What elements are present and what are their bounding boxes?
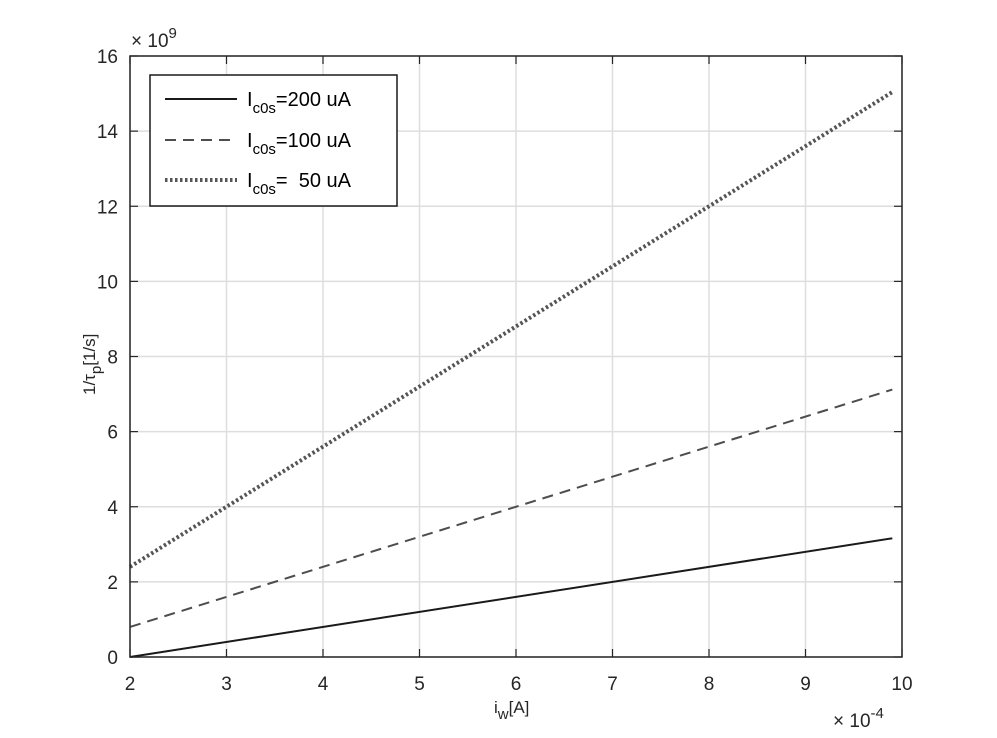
y-tick-label: 14	[97, 122, 119, 143]
x-tick-label: 9	[800, 674, 811, 695]
y-axis-label: 1/τp[1/s]	[80, 334, 105, 395]
x-axis-label: iw[A]	[494, 698, 529, 723]
y-tick-label: 0	[107, 648, 118, 669]
legend-item-200ua: Ic0s=200 uA	[247, 89, 352, 117]
y-tick-label: 16	[97, 47, 118, 68]
y-tick-label: 10	[97, 272, 118, 293]
legend-item-100ua: Ic0s=100 uA	[247, 130, 352, 158]
y-tick-label: 4	[107, 498, 118, 519]
y-tick-label: 12	[97, 197, 118, 218]
x-tick-label: 6	[511, 674, 522, 695]
x-multiplier: × 10-4	[833, 705, 884, 732]
x-tick-label: 3	[221, 674, 232, 695]
x-tick-label: 2	[125, 674, 136, 695]
series-layer	[128, 90, 894, 658]
series-line-dashed	[129, 388, 893, 628]
ticks	[129, 55, 903, 658]
x-tick-label: 4	[318, 674, 329, 695]
legend: Ic0s=200 uA Ic0s=100 uA Ic0s= 50 uA	[149, 74, 398, 207]
x-tick-label: 10	[891, 674, 912, 695]
x-tick-label: 5	[414, 674, 425, 695]
x-tick-label: 8	[704, 674, 715, 695]
y-multiplier: × 109	[131, 25, 177, 52]
x-tick-label: 7	[607, 674, 618, 695]
legend-item-50ua: Ic0s= 50 uA	[247, 170, 352, 198]
y-tick-label: 6	[107, 423, 118, 444]
y-tick-label: 8	[107, 348, 118, 369]
series-line-solid	[129, 537, 893, 658]
y-tick-label: 2	[107, 573, 118, 594]
